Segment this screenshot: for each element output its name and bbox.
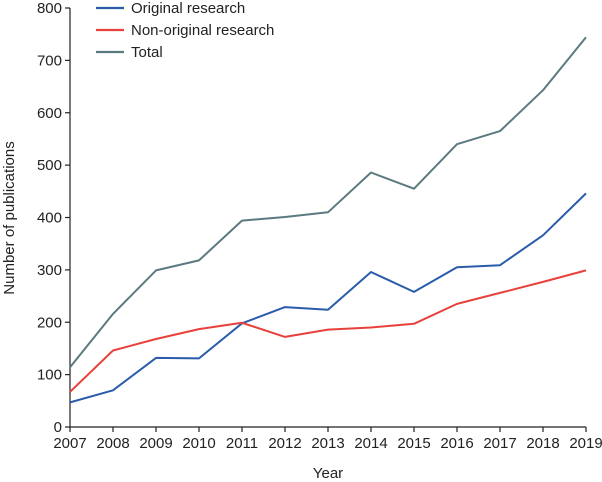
x-tick-label: 2010 xyxy=(182,435,215,452)
x-tick-label: 2017 xyxy=(483,435,516,452)
x-tick-label: 2018 xyxy=(526,435,559,452)
x-axis-title: Year xyxy=(313,465,343,482)
x-tick-label: 2008 xyxy=(96,435,129,452)
y-tick-label: 200 xyxy=(37,314,62,331)
series-line-total xyxy=(69,36,587,368)
legend-label: Original research xyxy=(131,0,245,17)
y-tick-label: 500 xyxy=(37,157,62,174)
x-tick-label: 2013 xyxy=(311,435,344,452)
y-tick-label: 800 xyxy=(37,0,62,17)
series-group xyxy=(69,36,587,404)
legend-label: Non-original research xyxy=(131,22,274,39)
x-tick-label: 2012 xyxy=(268,435,301,452)
y-ticks: 0 100 200 300 400 500 600 700 800 xyxy=(37,0,70,436)
x-tick-label: 2007 xyxy=(53,435,86,452)
legend-label: Total xyxy=(131,44,163,61)
x-ticks: 2007 2008 2009 2010 2011 2012 2013 2014 2015 2016… xyxy=(53,427,602,452)
x-tick-label: 2011 xyxy=(226,435,258,452)
y-axis-title: Number of publications xyxy=(1,141,18,294)
legend: Original research Non-original research To… xyxy=(96,0,274,61)
y-tick-label: 100 xyxy=(37,367,62,384)
x-tick-label: 2019 xyxy=(569,435,602,452)
y-tick-label: 300 xyxy=(37,262,62,279)
series-line-non-original-research xyxy=(69,269,587,393)
y-tick-label: 0 xyxy=(54,419,62,436)
x-tick-label: 2015 xyxy=(397,435,430,452)
y-tick-label: 600 xyxy=(37,105,62,122)
y-tick-label: 700 xyxy=(37,52,62,69)
x-tick-label: 2016 xyxy=(440,435,473,452)
x-tick-label: 2009 xyxy=(139,435,172,452)
x-tick-label: 2014 xyxy=(354,435,387,452)
series-line-original-research xyxy=(69,192,587,404)
y-tick-label: 400 xyxy=(37,210,62,227)
